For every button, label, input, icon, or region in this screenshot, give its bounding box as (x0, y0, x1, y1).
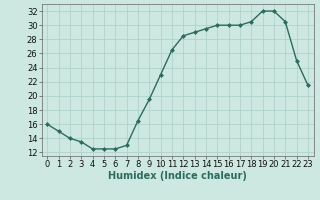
X-axis label: Humidex (Indice chaleur): Humidex (Indice chaleur) (108, 171, 247, 181)
